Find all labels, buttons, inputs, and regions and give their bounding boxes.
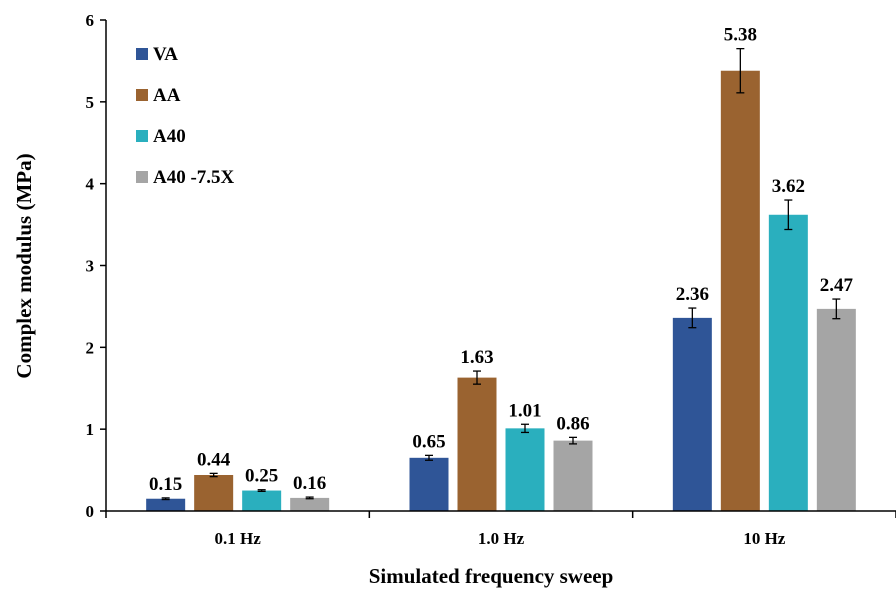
legend-label: A40 -7.5X <box>153 167 235 188</box>
legend-swatch <box>136 171 148 183</box>
axes-layer: 0 1 2 3 4 5 6 0.1 Hz 1.0 Hz 10 Hz <box>86 11 896 548</box>
error-bar <box>161 497 170 501</box>
x-axis-title: Simulated frequency sweep <box>369 564 614 588</box>
legend-swatch <box>136 89 148 101</box>
data-label: 2.36 <box>676 284 709 305</box>
data-labels-layer: 0.15 0.65 2.36 0.44 1.63 5.38 0.25 1.01 3.62 0.16… <box>149 25 853 495</box>
error-bar <box>209 472 218 478</box>
y-tick-label: 1 <box>86 420 95 439</box>
legend-label: AA <box>153 85 181 106</box>
bar-A40-1 <box>505 428 545 511</box>
legend-swatch <box>136 48 148 60</box>
data-label: 1.01 <box>508 400 541 421</box>
error-bar <box>784 199 793 231</box>
bar-VA-2 <box>672 317 712 511</box>
data-label: 5.38 <box>724 25 757 46</box>
data-label: 1.63 <box>460 347 493 368</box>
bar-VA-1 <box>409 457 449 511</box>
legend: VA AA A40 A40 -7.5X <box>136 44 235 188</box>
error-bar <box>521 423 529 434</box>
data-label: 0.16 <box>293 473 326 494</box>
data-label: 0.15 <box>149 474 182 495</box>
error-bar <box>257 489 266 493</box>
y-tick-label: 3 <box>86 257 95 276</box>
data-label: 0.44 <box>197 449 231 470</box>
bar-A40-7.5X-2 <box>816 308 856 511</box>
error-bar <box>736 47 745 94</box>
bar-A40-0 <box>242 490 282 511</box>
x-tick-label: 10 Hz <box>743 529 785 548</box>
bar-A40-2 <box>768 214 808 511</box>
y-axis-title: Complex modulus (MPa) <box>12 153 36 378</box>
data-label: 0.86 <box>556 413 589 434</box>
data-label: 3.62 <box>772 176 805 197</box>
error-bar <box>569 436 577 445</box>
bar-AA-2 <box>720 70 760 511</box>
bar-A40-7.5X-0 <box>290 497 330 511</box>
x-tick-label: 0.1 Hz <box>215 529 262 548</box>
y-tick-label: 5 <box>86 93 95 112</box>
y-tick-label: 6 <box>86 11 95 30</box>
bar-VA-0 <box>146 498 186 511</box>
x-tick-label: 1.0 Hz <box>478 529 525 548</box>
data-label: 0.65 <box>412 431 445 452</box>
error-bar <box>473 370 481 385</box>
error-bar <box>305 496 314 500</box>
bars-layer <box>146 70 856 511</box>
error-bar <box>688 307 697 329</box>
legend-label: VA <box>153 44 178 65</box>
data-label: 0.25 <box>245 466 278 487</box>
y-tick-label: 2 <box>86 338 95 357</box>
legend-swatch <box>136 130 148 142</box>
data-label: 2.47 <box>820 275 854 296</box>
bar-AA-1 <box>457 377 497 511</box>
error-bar <box>425 454 433 461</box>
y-tick-label: 4 <box>86 175 95 194</box>
bar-AA-0 <box>194 474 234 511</box>
legend-label: A40 <box>153 126 186 147</box>
error-bars-layer <box>161 47 841 501</box>
error-bar <box>832 298 841 320</box>
bar-A40-7.5X-1 <box>553 440 593 511</box>
y-tick-label: 0 <box>86 502 95 521</box>
